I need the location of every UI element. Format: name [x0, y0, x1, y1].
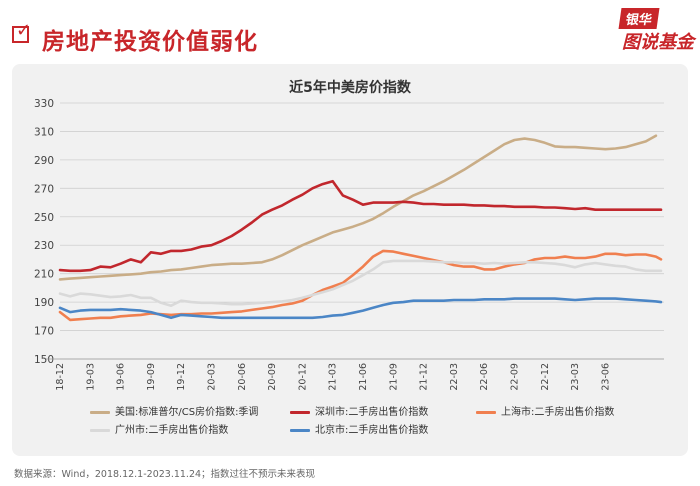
- x-tick-label: 18-12: [55, 363, 66, 391]
- y-tick-label: 150: [34, 354, 54, 366]
- checkmark-icon: ✓: [16, 20, 32, 41]
- x-tick-label: 19-12: [176, 363, 187, 391]
- y-tick-label: 170: [34, 326, 54, 338]
- brand-logo: 银华 图说基金: [594, 8, 694, 54]
- series-line: [58, 297, 663, 320]
- series-line: [58, 259, 663, 308]
- chart-title: 近5年中美房价指数: [289, 80, 411, 96]
- x-tick-label: 22-09: [510, 363, 521, 391]
- page-title: 房地产投资价值弱化: [42, 29, 258, 55]
- y-tick-label: 270: [34, 183, 54, 195]
- x-tick-label: 21-06: [358, 363, 369, 391]
- x-tick-label: 22-12: [540, 363, 551, 391]
- x-tick-label: 20-03: [207, 363, 218, 391]
- y-tick-label: 190: [34, 297, 54, 309]
- x-tick-label: 20-09: [267, 363, 278, 391]
- x-tick-label: 21-09: [388, 363, 399, 391]
- chart-panel: [12, 64, 688, 456]
- x-tick-label: 19-03: [85, 363, 96, 391]
- x-tick-label: 21-03: [328, 363, 339, 391]
- y-tick-label: 210: [34, 269, 54, 281]
- x-tick-label: 23-06: [600, 363, 611, 391]
- data-source-note: 数据来源：Wind，2018.12.1-2023.11.24；指数过往不预示未来…: [14, 469, 316, 480]
- x-tick-label: 19-06: [116, 363, 127, 391]
- series-line: [58, 134, 658, 281]
- y-tick-label: 290: [34, 155, 54, 167]
- x-tick-label: 23-03: [570, 363, 581, 391]
- y-tick-label: 230: [34, 240, 54, 252]
- x-tick-label: 22-06: [479, 363, 490, 391]
- series-line: [58, 249, 663, 322]
- x-tick-label: 22-03: [449, 363, 460, 391]
- series-line: [58, 179, 663, 273]
- header: ✓ 房地产投资价值弱化 银华 图说基金: [0, 0, 700, 58]
- x-tick-label: 20-06: [237, 363, 248, 391]
- y-tick-label: 330: [34, 98, 54, 110]
- y-tick-label: 250: [34, 212, 54, 224]
- y-tick-label: 310: [34, 126, 54, 138]
- x-tick-label: 19-09: [146, 363, 157, 391]
- brand-slogan: 图说基金: [622, 32, 694, 53]
- checkbox-icon: ✓: [12, 22, 31, 43]
- x-tick-label: 21-12: [419, 363, 430, 391]
- x-tick-label: 20-12: [297, 363, 308, 391]
